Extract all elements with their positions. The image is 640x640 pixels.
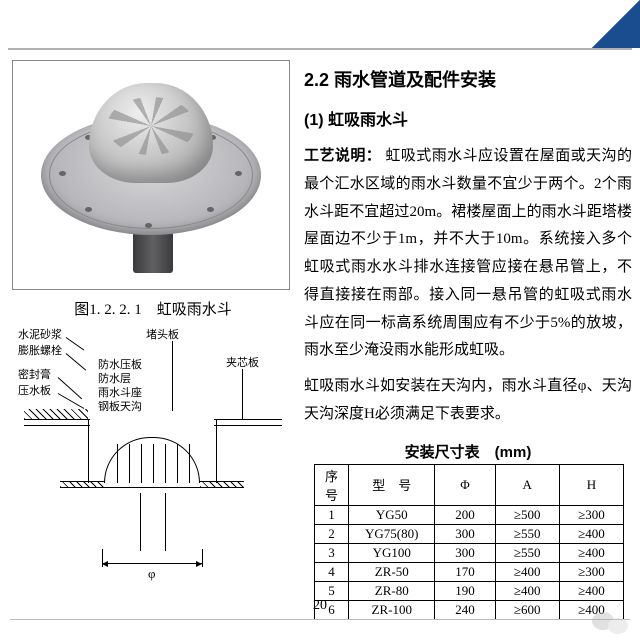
table-cell: 200	[435, 505, 495, 524]
left-column: 图1. 2. 2. 1 虹吸雨水斗	[12, 60, 294, 600]
lead-label: 工艺说明：	[304, 147, 381, 164]
dia-label-m3: 雨水斗座	[98, 387, 142, 399]
siphon-drain-illustration	[41, 75, 261, 275]
dia-phi: φ	[148, 567, 156, 581]
table-cell: ≥400	[559, 524, 623, 543]
table-title: 安装尺寸表 (mm)	[304, 441, 632, 462]
table-cell: ZR-50	[349, 562, 435, 581]
table-cell: ≥300	[559, 505, 623, 524]
corner-badge	[592, 0, 640, 48]
table-row: 3YG100300≥550≥400	[315, 543, 624, 562]
body-paragraph-1: 工艺说明： 虹吸式雨水斗应设置在屋面或天沟的最个汇水区域的雨水斗数量不宜少于两个…	[304, 142, 632, 365]
table-cell: YG100	[349, 543, 435, 562]
dia-label-r2: 夹芯板	[226, 357, 259, 369]
dia-label-r1: 堵头板	[146, 329, 179, 341]
top-border	[8, 48, 632, 50]
table-cell: ≥550	[495, 524, 559, 543]
dia-label-m4: 钢板天沟	[98, 401, 142, 413]
table-cell: ≥500	[495, 505, 559, 524]
dia-label-l1: 水泥砂浆	[18, 329, 62, 341]
body-text-1: 虹吸式雨水斗应设置在屋面或天沟的最个汇水区域的雨水斗数量不宜少于两个。2个雨水斗…	[304, 148, 632, 358]
product-photo	[12, 60, 290, 290]
body-paragraph-2: 虹吸雨水斗如安装在天沟内，雨水斗直径φ、天沟天沟深度H必须满足下表要求。	[304, 373, 632, 429]
engineering-diagram: 水泥砂浆 膨胀螺栓 密封膏 压水板 堵头板 夹芯板 防水压板 防水层 雨水斗座 …	[12, 323, 290, 573]
section-heading: 2.2 雨水管道及配件安装	[304, 66, 632, 92]
table-header-row: 序号型 号ΦAH	[315, 464, 624, 505]
table-cell: 4	[315, 562, 349, 581]
table-row: 4ZR-50170≥400≥300	[315, 562, 624, 581]
table-header-cell: H	[559, 464, 623, 505]
table-cell: ≥400	[495, 562, 559, 581]
table-header-cell: Φ	[435, 464, 495, 505]
spec-table: 序号型 号ΦAH 1YG50200≥500≥3002YG75(80)300≥55…	[314, 464, 624, 620]
table-cell: ≥550	[495, 543, 559, 562]
table-cell: 2	[315, 524, 349, 543]
footer-line	[10, 619, 630, 620]
table-header-cell: 型 号	[349, 464, 435, 505]
dia-label-m2: 防水层	[98, 373, 131, 385]
dia-label-l2: 膨胀螺栓	[18, 345, 62, 357]
table-cell: ≥300	[559, 562, 623, 581]
page-number: 20	[0, 598, 640, 614]
table-cell: 170	[435, 562, 495, 581]
wechat-icon	[590, 608, 634, 636]
dia-label-l3: 密封膏	[18, 369, 51, 381]
dia-label-m1: 防水压板	[98, 359, 142, 371]
table-cell: 3	[315, 543, 349, 562]
table-cell: 1	[315, 505, 349, 524]
dia-label-l4: 压水板	[18, 385, 51, 397]
table-cell: 300	[435, 543, 495, 562]
figure-caption: 图1. 2. 2. 1 虹吸雨水斗	[12, 298, 294, 319]
item-heading: (1) 虹吸雨水斗	[304, 106, 632, 130]
table-cell: ≥400	[559, 543, 623, 562]
table-header-cell: A	[495, 464, 559, 505]
table-cell: 300	[435, 524, 495, 543]
table-cell: YG50	[349, 505, 435, 524]
page-content: 图1. 2. 2. 1 虹吸雨水斗	[12, 60, 632, 600]
right-column: 2.2 雨水管道及配件安装 (1) 虹吸雨水斗 工艺说明： 虹吸式雨水斗应设置在…	[304, 60, 632, 600]
table-cell: YG75(80)	[349, 524, 435, 543]
table-row: 1YG50200≥500≥300	[315, 505, 624, 524]
table-header-cell: 序号	[315, 464, 349, 505]
table-row: 2YG75(80)300≥550≥400	[315, 524, 624, 543]
